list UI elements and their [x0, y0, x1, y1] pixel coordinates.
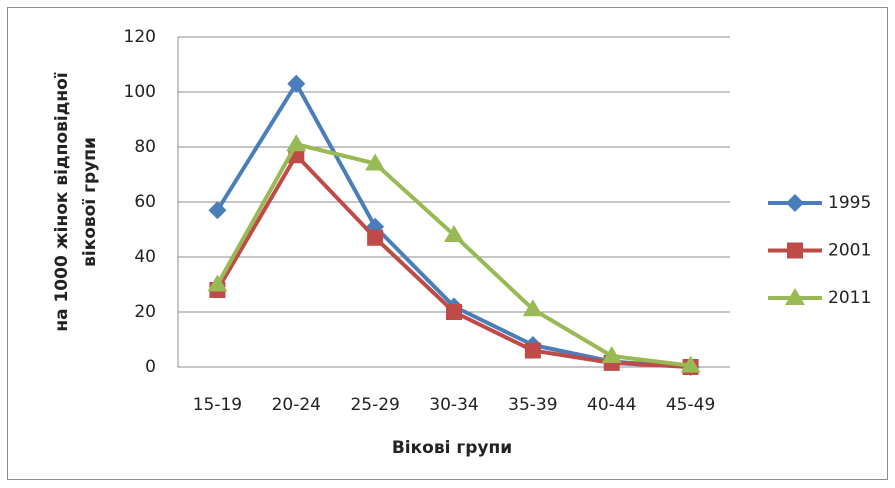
legend-marker	[785, 288, 805, 305]
x-tick-label: 30-34	[429, 395, 478, 415]
x-tick-label: 35-39	[508, 395, 557, 415]
legend-marker	[786, 194, 804, 212]
data-point	[286, 134, 307, 152]
x-tick-label: 45-49	[666, 395, 715, 415]
legend-label: 2001	[828, 241, 871, 261]
x-tick-label: 15-19	[193, 395, 242, 415]
y-axis-title: вікової групи	[80, 137, 100, 267]
data-point	[208, 201, 227, 220]
x-tick-label: 25-29	[350, 395, 399, 415]
y-tick-label: 60	[134, 192, 156, 212]
y-tick-label: 100	[124, 82, 156, 102]
legend-marker	[787, 242, 803, 259]
x-tick-label: 20-24	[272, 395, 321, 415]
legend-label: 1995	[828, 193, 871, 213]
y-tick-label: 80	[134, 137, 156, 157]
chart-frame	[7, 7, 888, 480]
y-axis-title: на 1000 жінок відповідної	[52, 72, 72, 331]
data-point	[522, 299, 543, 317]
x-tick-label: 40-44	[587, 395, 636, 415]
data-point	[287, 74, 306, 93]
data-point	[365, 153, 386, 171]
y-tick-label: 40	[134, 247, 156, 267]
data-point	[446, 304, 462, 320]
y-tick-label: 20	[134, 302, 156, 322]
data-point	[601, 346, 622, 363]
data-point	[207, 274, 228, 292]
y-tick-label: 0	[145, 357, 156, 377]
y-tick-label: 120	[124, 27, 156, 47]
data-point	[367, 229, 384, 246]
data-point	[680, 355, 701, 373]
legend-label: 2011	[828, 288, 871, 308]
data-point	[444, 225, 464, 242]
data-point	[524, 342, 541, 359]
x-axis-title: Вікові групи	[392, 438, 512, 458]
